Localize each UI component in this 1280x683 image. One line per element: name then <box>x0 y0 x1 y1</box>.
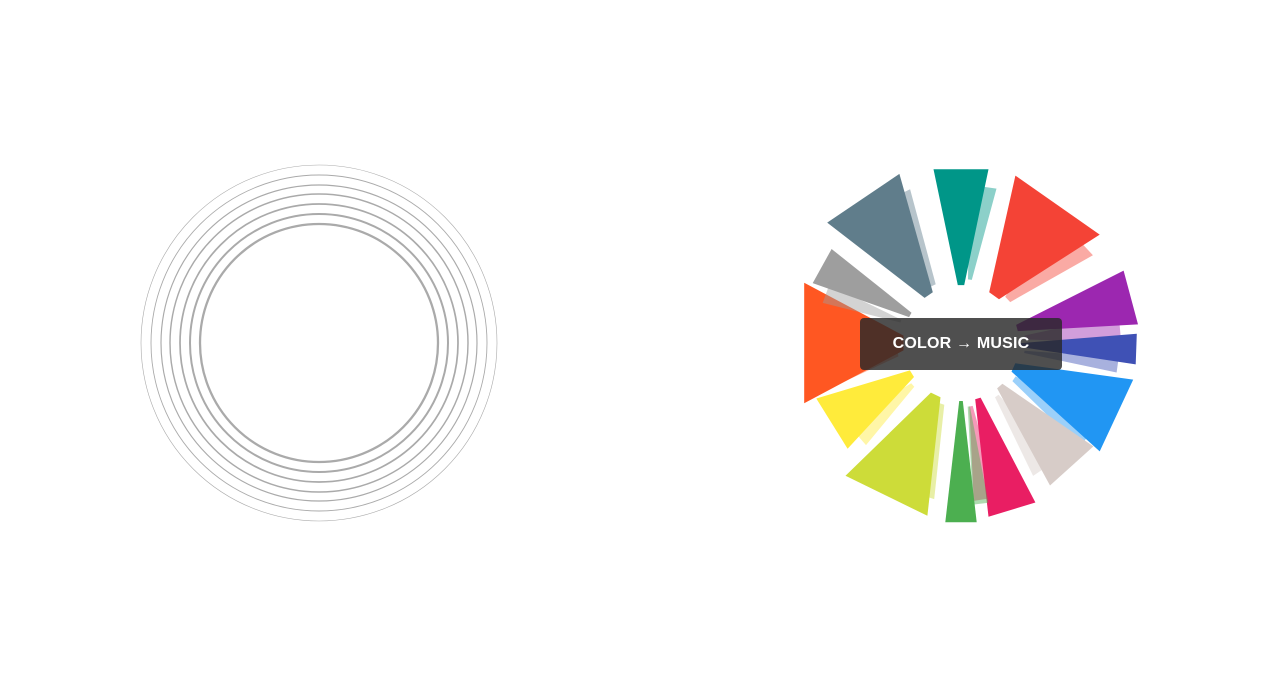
wheel-segments <box>804 169 1138 523</box>
segment-blue-grey[interactable] <box>827 173 933 298</box>
segment-lime[interactable] <box>845 392 941 516</box>
segment-grey[interactable] <box>812 249 912 318</box>
segment-echo-grey <box>822 284 902 323</box>
segment-red[interactable] <box>989 175 1100 300</box>
ring <box>179 203 459 483</box>
segment-pink[interactable] <box>975 397 1036 517</box>
segment-teal[interactable] <box>933 169 989 286</box>
segment-echo-green <box>967 406 989 505</box>
segment-yellow[interactable] <box>816 370 914 449</box>
color-to-music-button[interactable]: COLOR → MUSIC <box>860 318 1062 370</box>
ring <box>189 213 449 473</box>
segment-deep-orange[interactable] <box>804 282 904 404</box>
segment-taupe[interactable] <box>997 383 1094 486</box>
segment-blue[interactable] <box>1011 363 1134 452</box>
ring <box>140 164 498 522</box>
concentric-rings <box>140 164 498 522</box>
ring <box>150 174 488 512</box>
ring <box>198 222 440 464</box>
rings-group <box>140 164 498 522</box>
segment-green[interactable] <box>945 401 977 523</box>
segment-purple[interactable] <box>1016 270 1138 332</box>
ring <box>160 184 478 502</box>
ring <box>169 193 469 493</box>
